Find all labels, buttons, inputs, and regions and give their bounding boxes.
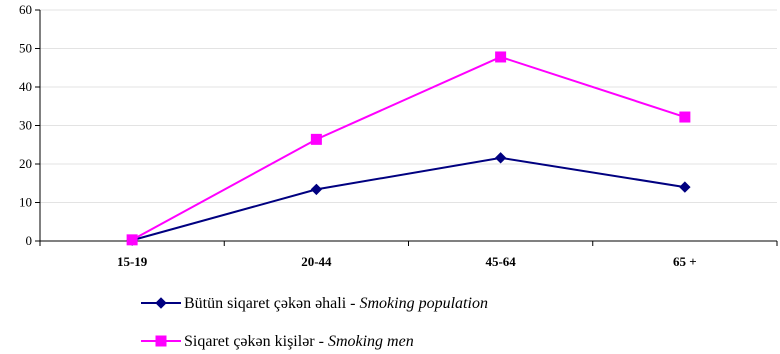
x-tick-label: 65 + [673,254,697,269]
y-tick-label: 40 [19,79,32,94]
data-point-marker [495,51,507,63]
gridlines [40,9,777,203]
x-tick-labels: 15-19 20-44 45-64 65 + [117,254,697,269]
y-tick-label: 10 [19,195,32,210]
series-markers [126,51,691,246]
x-tick-label: 15-19 [117,254,148,269]
y-tick-labels: 0 10 20 30 40 50 60 [19,2,32,248]
legend: Bütün siqaret çəkən əhali - Smoking popu… [141,295,488,350]
x-tick-label: 45-64 [485,254,516,269]
legend-label: Siqaret çəkən kişilər - Smoking men [184,333,414,350]
legend-label: Bütün siqaret çəkən əhali - Smoking popu… [184,295,488,312]
legend-marker [155,335,167,347]
y-tick-label: 30 [19,118,32,133]
data-point-marker [310,183,323,196]
data-point-marker [126,234,138,246]
data-point-marker [494,152,507,164]
axes [35,9,778,246]
x-tick-label: 20-44 [301,254,332,269]
series-lines [131,55,686,242]
legend-marker [155,297,167,309]
series-line-1 [131,55,686,241]
data-point-marker [310,133,322,145]
y-tick-label: 60 [19,2,32,17]
y-tick-label: 20 [19,156,32,171]
series-line-0 [131,156,686,242]
data-point-marker [679,181,691,193]
y-tick-label: 50 [19,41,32,56]
y-tick-label: 0 [26,233,33,248]
data-point-marker [679,111,691,123]
